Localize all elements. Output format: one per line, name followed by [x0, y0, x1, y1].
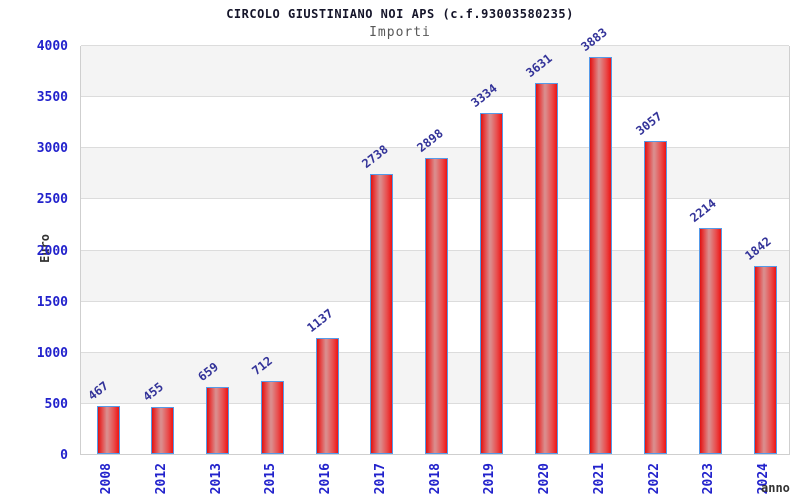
bar: [698, 227, 722, 454]
x-tick-label: 2019: [482, 463, 498, 495]
bar: [260, 381, 284, 454]
x-tick-label: 2012: [153, 463, 169, 495]
x-tick-label: 2023: [701, 463, 717, 495]
y-axis: 0 500 1000 1500 2000 2500 3000 3500 4000: [0, 39, 72, 463]
chart-title: CIRCOLO GIUSTINIANO NOI APS (c.f.9300358…: [226, 7, 574, 21]
x-tick-label: 2013: [208, 463, 224, 495]
gridline: [81, 96, 789, 98]
y-tick-label: 3000: [36, 141, 68, 157]
gridline: [81, 147, 789, 149]
gridline: [81, 45, 789, 46]
x-axis: 2008 2012 2013 2015 2016 2017 2018 2019 2020 2021…: [80, 461, 790, 500]
x-tick-label: 2020: [537, 463, 552, 495]
x-tick-label: 2015: [263, 463, 279, 495]
x-tick-label: 2017: [372, 463, 388, 495]
x-tick-label: 2021: [591, 463, 607, 495]
bar: [370, 174, 394, 454]
bar-value-label: 2214: [687, 195, 720, 225]
y-tick-label: 2500: [36, 192, 68, 208]
bar: [425, 157, 448, 454]
y-tick-label: 500: [44, 396, 68, 412]
x-tick-label: 2008: [99, 463, 114, 495]
bar: [151, 407, 175, 454]
y-tick-label: 3500: [36, 90, 68, 106]
bar: [589, 56, 613, 454]
x-tick-label: 2018: [427, 463, 443, 495]
x-tick-label: 2022: [646, 463, 662, 495]
y-tick-label: 4000: [36, 39, 68, 54]
bar-value-label: 3057: [632, 109, 665, 139]
y-tick-label: 2000: [36, 243, 68, 259]
bar-value-label: 1137: [304, 305, 336, 335]
bar: [644, 141, 667, 454]
x-tick-label: 2016: [318, 463, 333, 495]
y-tick-label: 1500: [36, 294, 68, 310]
y-tick-label: 0: [60, 448, 68, 463]
bar: [479, 113, 503, 454]
bar: [315, 337, 339, 454]
bar: [96, 406, 120, 454]
chart-subtitle: Importi: [369, 25, 431, 40]
y-tick-label: 1000: [36, 345, 68, 361]
bar: [206, 386, 229, 454]
bar: [753, 265, 777, 454]
bar: [534, 82, 558, 454]
plot-area: 467 455 659 712 1137 2738 2898 3334 3631 3883 3057…: [80, 25, 790, 455]
plot-band: [81, 45, 789, 97]
x-axis-title: anno: [761, 481, 790, 495]
